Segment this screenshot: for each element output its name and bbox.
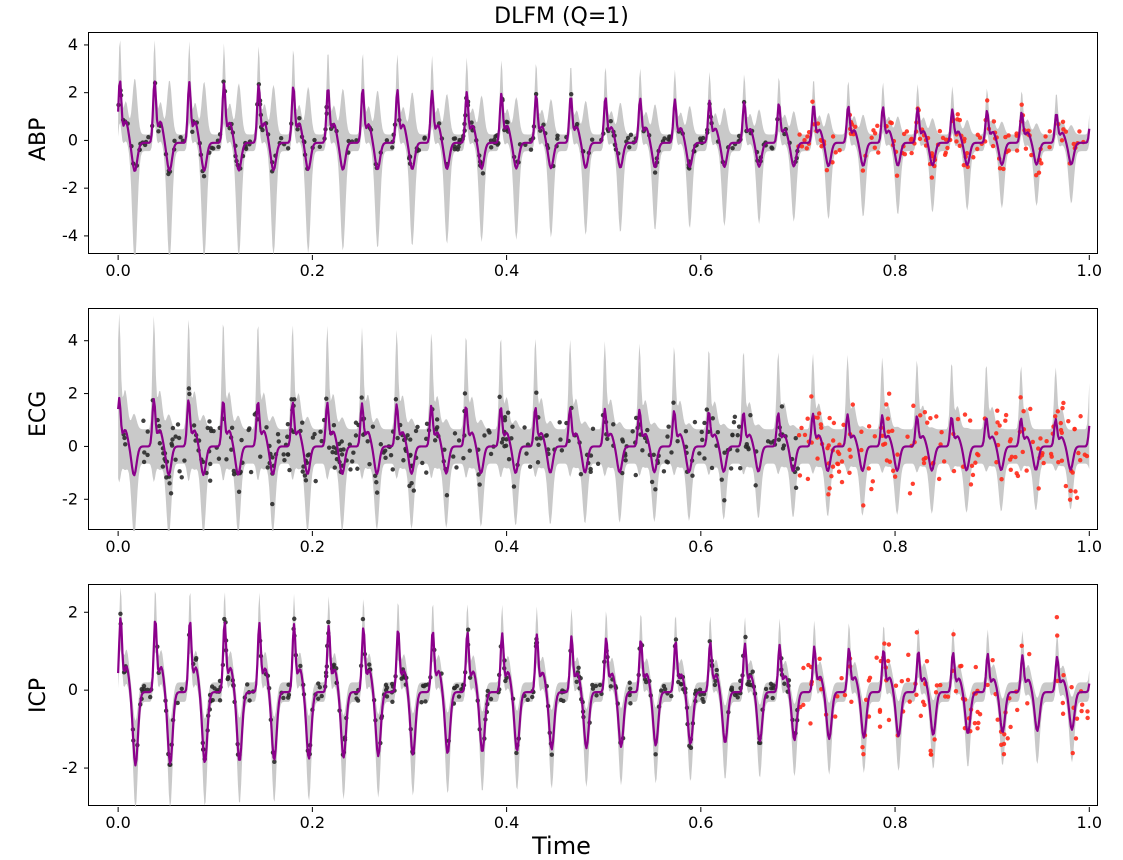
svg-text:0: 0 (68, 130, 78, 149)
y-axis-label-ecg: ECG (26, 391, 51, 437)
svg-text:-2: -2 (62, 758, 78, 777)
svg-text:0.4: 0.4 (494, 813, 519, 832)
svg-text:-2: -2 (62, 489, 78, 508)
svg-text:0.6: 0.6 (688, 537, 713, 556)
svg-text:0: 0 (68, 680, 78, 699)
axes-abp: -4 -2 0 2 4 0.0 0.2 0.4 0.6 0.8 1.0 (29, 33, 1123, 297)
svg-text:2: 2 (68, 83, 78, 102)
svg-text:1.0: 1.0 (1077, 261, 1102, 280)
svg-text:-2: -2 (62, 178, 78, 197)
axes-ecg: -2 0 2 4 0.0 0.2 0.4 0.6 0.8 1.0 (29, 309, 1123, 573)
svg-text:1.0: 1.0 (1077, 813, 1102, 832)
svg-text:0.0: 0.0 (105, 813, 130, 832)
y-axis-label-abp: ABP (26, 118, 51, 161)
svg-text:0.2: 0.2 (300, 813, 325, 832)
svg-text:4: 4 (68, 35, 78, 54)
svg-text:0.4: 0.4 (494, 537, 519, 556)
svg-text:0.8: 0.8 (882, 537, 907, 556)
svg-text:2: 2 (68, 602, 78, 621)
svg-text:0.8: 0.8 (882, 813, 907, 832)
svg-text:0: 0 (68, 436, 78, 455)
svg-text:0.6: 0.6 (688, 813, 713, 832)
svg-text:0.0: 0.0 (105, 537, 130, 556)
panel-icp: -2020.00.20.40.60.81.0 (88, 584, 1098, 806)
panel-abp: -4-20240.00.20.40.60.81.0 (88, 32, 1098, 254)
y-axis-label-icp: ICP (26, 678, 51, 713)
svg-text:4: 4 (68, 331, 78, 350)
svg-text:0.8: 0.8 (882, 261, 907, 280)
svg-text:0.4: 0.4 (494, 261, 519, 280)
svg-text:1.0: 1.0 (1077, 537, 1102, 556)
axes-icp: -2 0 2 0.0 0.2 0.4 0.6 0.8 1.0 (29, 585, 1123, 849)
svg-text:-4: -4 (62, 226, 78, 245)
svg-text:0.2: 0.2 (300, 261, 325, 280)
figure: DLFM (Q=1) Time -4-20240.00.20.40.60.81.… (0, 0, 1123, 860)
svg-text:0.6: 0.6 (688, 261, 713, 280)
svg-text:2: 2 (68, 384, 78, 403)
panel-ecg: -20240.00.20.40.60.81.0 (88, 308, 1098, 530)
svg-text:0.2: 0.2 (300, 537, 325, 556)
svg-text:0.0: 0.0 (105, 261, 130, 280)
figure-title: DLFM (Q=1) (0, 4, 1123, 29)
